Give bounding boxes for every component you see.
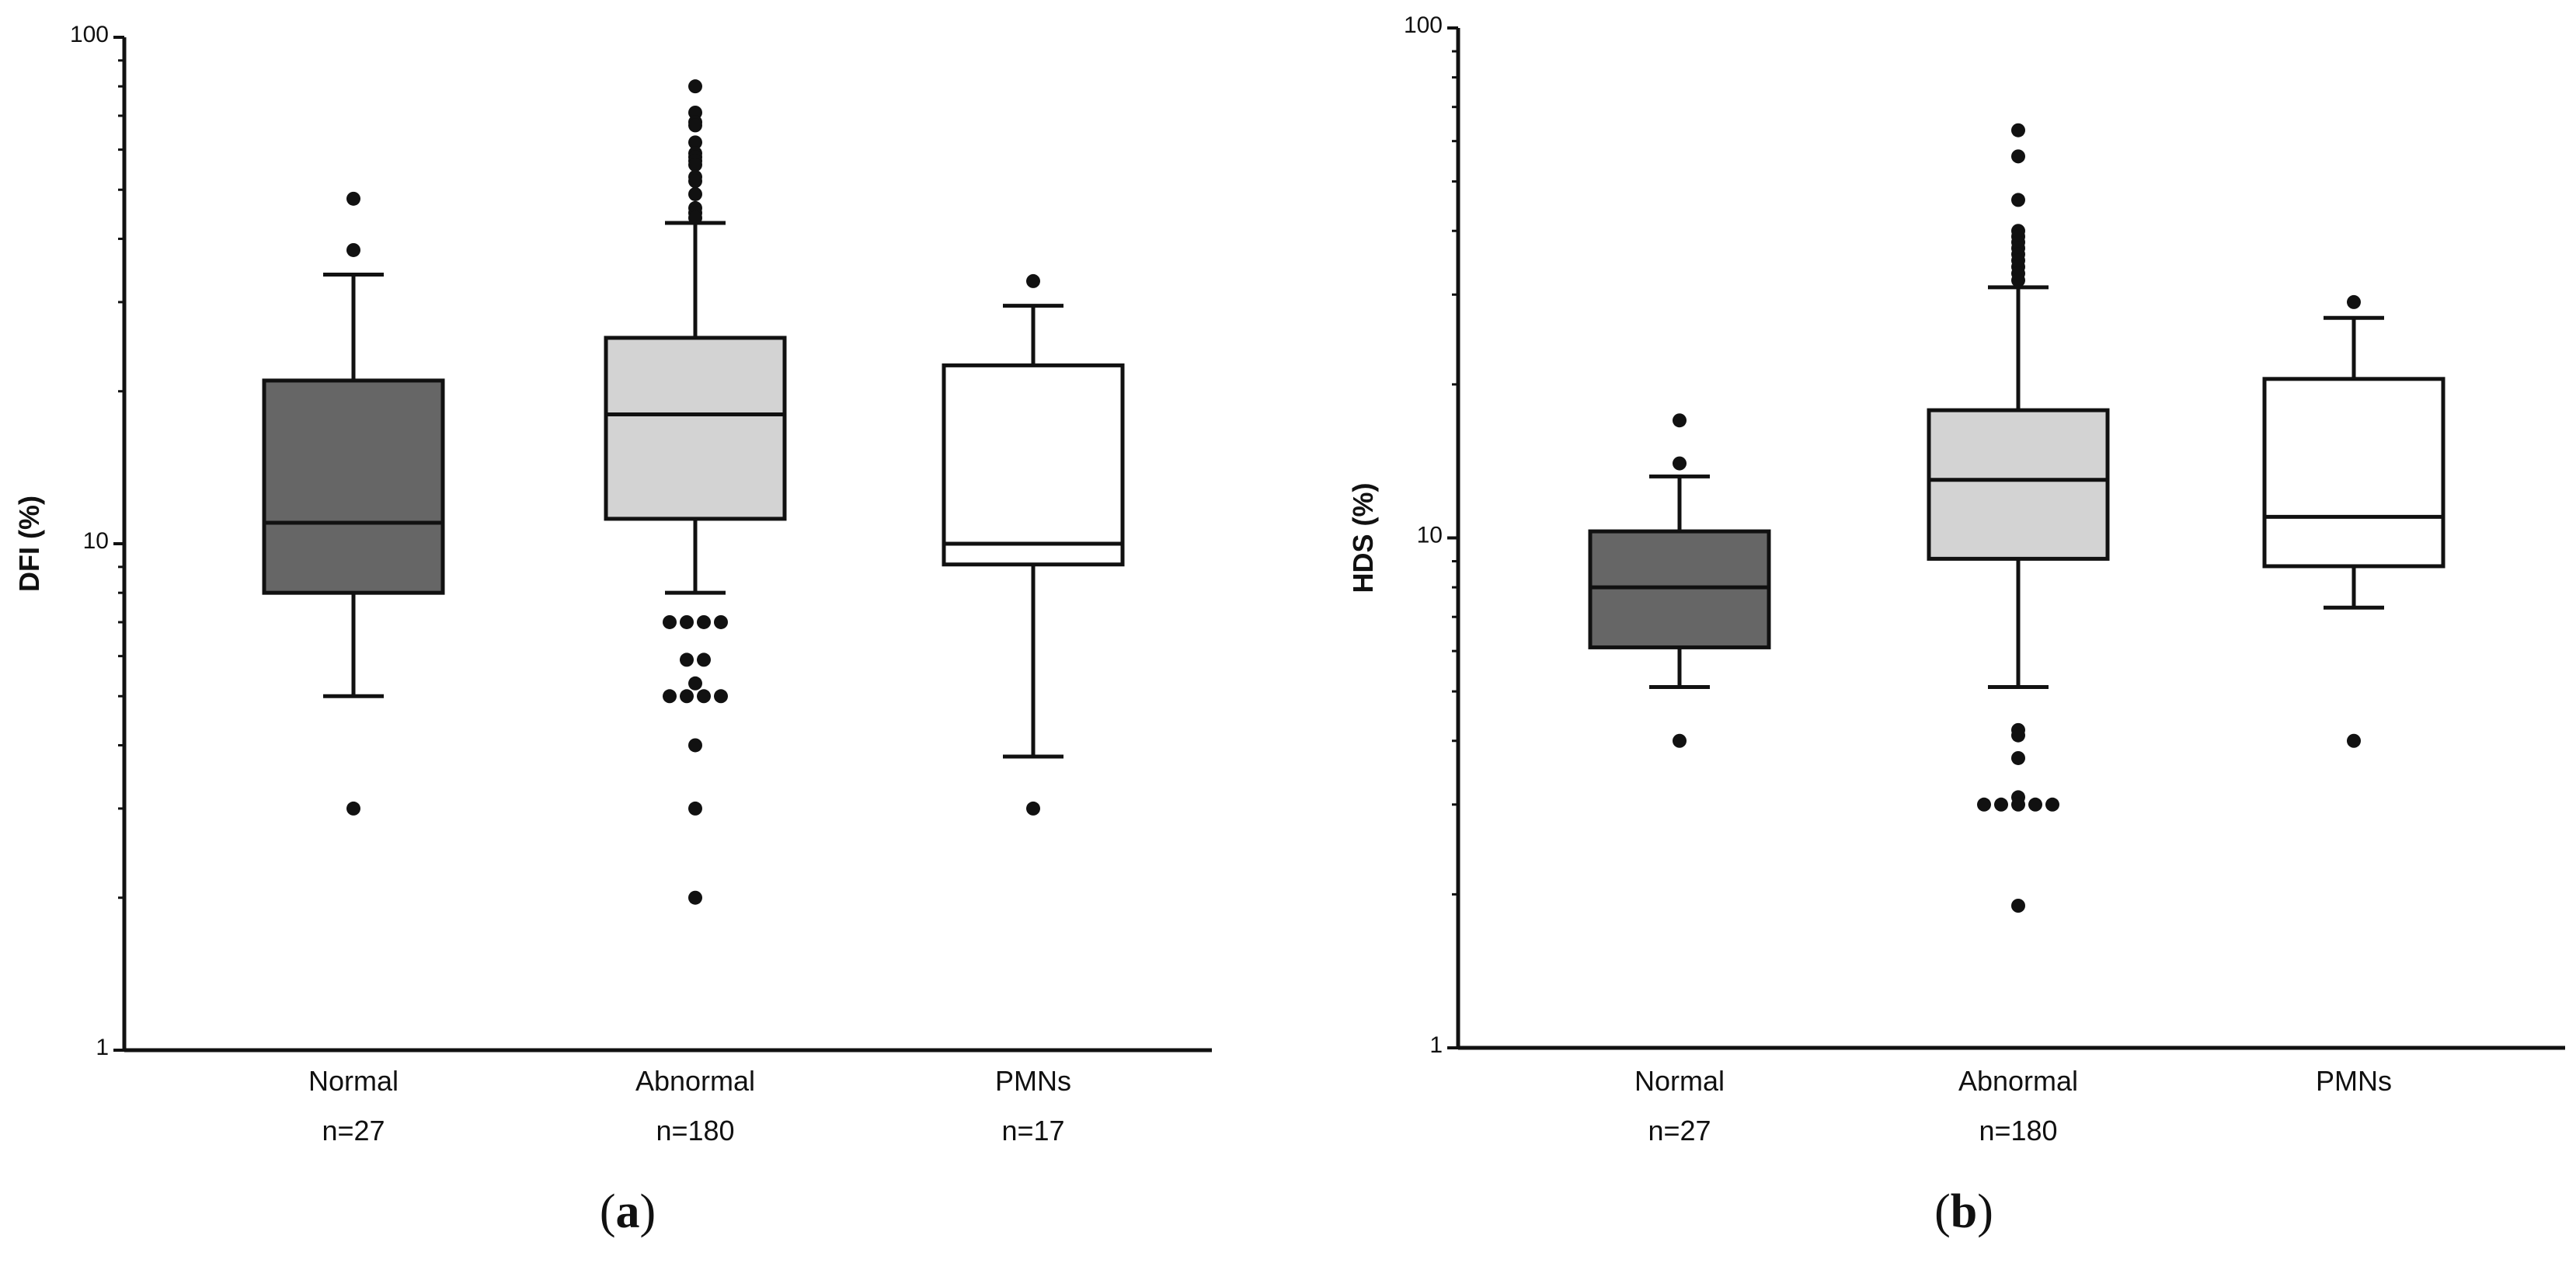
outlier-point-abnormal xyxy=(697,614,711,629)
panel-label: (b) xyxy=(1934,1185,1993,1238)
outlier-point-abnormal xyxy=(663,689,677,704)
outlier-point-abnormal xyxy=(663,614,677,629)
panel-label-close: ) xyxy=(1977,1185,1993,1238)
outlier-point-abnormal xyxy=(2011,797,2025,812)
outlier-point-abnormal xyxy=(680,689,694,704)
box-normal xyxy=(262,378,445,595)
y-axis-title: HDS (%) xyxy=(1347,483,1379,593)
x-tick-label-normal: Normal xyxy=(1634,1065,1725,1097)
box-pmns xyxy=(942,363,1125,567)
panel-b-hds-boxplot: 1 10 100 HDS (%) Normal n=27 Abnormal n=180 PMNs… xyxy=(1347,12,2565,1238)
n-label-abnormal: n=180 xyxy=(1979,1115,2057,1146)
outlier-point-pmns xyxy=(1026,801,1040,816)
y-tick-label: 10 xyxy=(83,528,109,554)
outlier-point-abnormal xyxy=(2028,797,2042,812)
outlier-point-pmns xyxy=(1026,273,1040,288)
box-abnormal xyxy=(1927,408,2110,561)
outlier-point-abnormal xyxy=(2011,193,2025,207)
n-label-pmns: n=17 xyxy=(1001,1115,1064,1146)
y-tick-label: 10 xyxy=(1417,523,1443,548)
panel-label-open: ( xyxy=(600,1185,616,1238)
outlier-point-abnormal xyxy=(688,158,702,172)
outlier-point-abnormal xyxy=(688,890,702,905)
outlier-point-abnormal xyxy=(688,738,702,753)
outlier-point-abnormal xyxy=(714,689,728,704)
outlier-point-normal xyxy=(1673,413,1687,428)
outlier-point-normal xyxy=(1673,456,1687,471)
outlier-point-abnormal xyxy=(688,118,702,133)
n-label-abnormal: n=180 xyxy=(656,1115,734,1146)
box-normal xyxy=(1588,529,1771,649)
outlier-point-normal xyxy=(346,801,360,816)
outlier-point-normal xyxy=(1673,733,1687,748)
outlier-point-abnormal xyxy=(697,689,711,704)
x-tick-label-abnormal: Abnormal xyxy=(1958,1065,2078,1097)
panel-label-open: ( xyxy=(1934,1185,1951,1238)
outlier-point-abnormal xyxy=(688,211,702,225)
outlier-point-abnormal xyxy=(688,186,702,201)
outlier-point-abnormal xyxy=(688,135,702,150)
y-tick-label: 1 xyxy=(1429,1032,1443,1058)
outlier-point-abnormal xyxy=(688,676,702,691)
outlier-point-abnormal xyxy=(697,652,711,667)
box-abnormal xyxy=(604,336,787,521)
outlier-point-abnormal xyxy=(688,79,702,94)
outlier-point-abnormal xyxy=(680,652,694,667)
n-label-normal: n=27 xyxy=(1648,1115,1711,1146)
outlier-point-pmns xyxy=(2347,733,2361,748)
x-tick-label-abnormal: Abnormal xyxy=(635,1065,755,1097)
y-tick-label: 100 xyxy=(1404,12,1443,38)
outlier-point-abnormal xyxy=(2011,898,2025,913)
outlier-point-abnormal xyxy=(2011,728,2025,743)
outlier-point-normal xyxy=(346,191,360,206)
panel-label-letter: b xyxy=(1951,1185,1977,1238)
outlier-point-abnormal xyxy=(1977,797,1991,812)
panel-label-letter: a xyxy=(616,1185,640,1238)
outlier-point-abnormal xyxy=(688,801,702,816)
x-tick-label-normal: Normal xyxy=(308,1065,399,1097)
outlier-point-abnormal xyxy=(714,614,728,629)
panel-a-dfi-boxplot: 1 10 100 DFI (%) Normal n=27 Abnormal n=180 PMNs… xyxy=(13,22,1212,1238)
outlier-point-abnormal xyxy=(688,174,702,189)
y-tick-label: 100 xyxy=(70,22,109,47)
outlier-point-abnormal xyxy=(2011,750,2025,765)
y-tick-label: 1 xyxy=(96,1035,109,1060)
panel-label-close: ) xyxy=(640,1185,656,1238)
x-tick-label-pmns: PMNs xyxy=(2316,1065,2392,1097)
outlier-point-abnormal xyxy=(1994,797,2008,812)
outlier-point-abnormal xyxy=(2045,797,2059,812)
x-tick-label-pmns: PMNs xyxy=(995,1065,1071,1097)
panel-label: (a) xyxy=(600,1185,656,1238)
outlier-point-abnormal xyxy=(2011,149,2025,164)
outlier-point-abnormal xyxy=(2011,273,2025,287)
y-axis-title: DFI (%) xyxy=(13,496,45,592)
outlier-point-abnormal xyxy=(2011,123,2025,137)
outlier-point-pmns xyxy=(2347,294,2361,309)
outlier-point-abnormal xyxy=(680,614,694,629)
outlier-point-normal xyxy=(346,242,360,257)
n-label-normal: n=27 xyxy=(322,1115,385,1146)
box-pmns xyxy=(2262,377,2445,569)
